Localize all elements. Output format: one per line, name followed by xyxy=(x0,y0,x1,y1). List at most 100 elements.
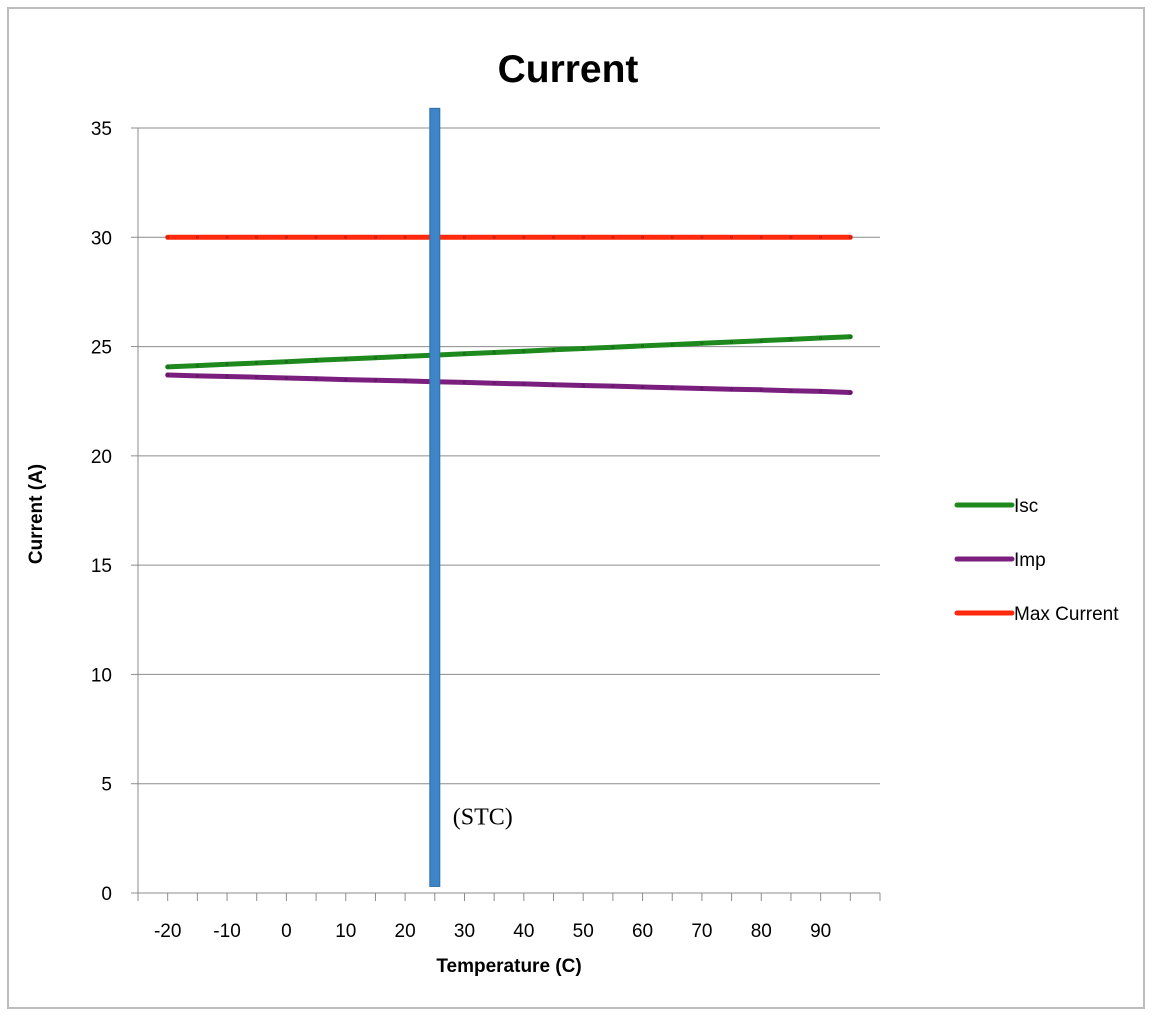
series-0-point-22 xyxy=(819,336,823,340)
series-2-point-1 xyxy=(195,235,199,239)
series-1-point-5 xyxy=(314,377,318,381)
series-1-point-10 xyxy=(462,380,466,384)
legend-label-1: Imp xyxy=(1014,550,1046,571)
series-0-point-10 xyxy=(462,352,466,356)
x-tick-label-0: 0 xyxy=(281,921,292,942)
series-0-point-16 xyxy=(641,344,645,348)
series-1-point-1 xyxy=(195,374,199,378)
series-1-point-0 xyxy=(166,373,170,377)
series-1-point-23 xyxy=(848,390,852,394)
series-0-point-1 xyxy=(195,364,199,368)
x-tick-label-20: 20 xyxy=(395,921,416,942)
x-tick-label-80: 80 xyxy=(751,921,772,942)
series-0-point-3 xyxy=(255,361,259,365)
series-0-point-19 xyxy=(730,340,734,344)
y-tick-label-5: 5 xyxy=(101,775,112,796)
series-2-point-8 xyxy=(403,235,407,239)
x-tick-label--20: -20 xyxy=(154,921,181,942)
series-0-point-12 xyxy=(522,349,526,353)
series-1-point-3 xyxy=(255,375,259,379)
series-2-point-3 xyxy=(255,235,259,239)
series-1-point-21 xyxy=(789,389,793,393)
y-tick-label-25: 25 xyxy=(91,338,112,359)
series-0-point-15 xyxy=(611,345,615,349)
series-0-point-6 xyxy=(344,357,348,361)
series-0-point-2 xyxy=(225,362,229,366)
x-tick-label-10: 10 xyxy=(335,921,356,942)
series-0-point-23 xyxy=(848,335,852,339)
x-tick-label-90: 90 xyxy=(810,921,831,942)
x-tick-label-60: 60 xyxy=(632,921,653,942)
series-2-point-13 xyxy=(552,235,556,239)
series-2-point-11 xyxy=(492,235,496,239)
series-1-point-6 xyxy=(344,378,348,382)
series-2-point-18 xyxy=(700,235,704,239)
series-2-point-6 xyxy=(344,235,348,239)
legend-label-2: Max Current xyxy=(1014,604,1119,625)
series-2-point-20 xyxy=(759,235,763,239)
series-group: (STC) xyxy=(165,107,853,887)
x-tick-label-50: 50 xyxy=(573,921,594,942)
gridlines xyxy=(138,127,880,785)
x-tick-label-70: 70 xyxy=(691,921,712,942)
series-0-point-14 xyxy=(581,347,585,351)
series-1-point-19 xyxy=(730,387,734,391)
series-1-point-12 xyxy=(522,382,526,386)
series-1-point-14 xyxy=(581,383,585,387)
series-1-point-7 xyxy=(373,378,377,382)
series-1-point-13 xyxy=(552,383,556,387)
series-1-point-8 xyxy=(403,379,407,383)
series-0-point-7 xyxy=(373,356,377,360)
series-0-point-21 xyxy=(789,337,793,341)
legend: Isc Imp Max Current xyxy=(954,496,1119,625)
chart-title: Current xyxy=(498,48,639,91)
series-1-point-20 xyxy=(759,388,763,392)
x-axis-title: Temperature (C) xyxy=(436,956,581,977)
series-1-point-17 xyxy=(670,386,674,390)
y-axis-title: Current (A) xyxy=(26,464,47,564)
series-2-point-17 xyxy=(670,235,674,239)
series-0-point-5 xyxy=(314,358,318,362)
y-tick-label-10: 10 xyxy=(91,665,112,686)
series-0-point-4 xyxy=(284,360,288,364)
series-0-point-0 xyxy=(166,365,170,369)
series-2-point-15 xyxy=(611,235,615,239)
series-2-point-22 xyxy=(819,235,823,239)
series-2-point-5 xyxy=(314,235,318,239)
y-tick-label-20: 20 xyxy=(91,447,112,468)
x-tick-label-40: 40 xyxy=(513,921,534,942)
y-tick-label-35: 35 xyxy=(91,119,112,140)
series-1-point-18 xyxy=(700,387,704,391)
series-0-point-13 xyxy=(552,348,556,352)
series-2-point-16 xyxy=(641,235,645,239)
chart-frame xyxy=(7,7,1145,1009)
series-1-point-15 xyxy=(611,384,615,388)
series-2-point-12 xyxy=(522,235,526,239)
y-tick-label-0: 0 xyxy=(101,884,112,905)
series-2-point-2 xyxy=(225,235,229,239)
series-2-point-10 xyxy=(462,235,466,239)
series-0-point-8 xyxy=(403,354,407,358)
y-tick-label-15: 15 xyxy=(91,556,112,577)
series-0-point-18 xyxy=(700,341,704,345)
series-2-point-0 xyxy=(166,235,170,239)
series-2-point-19 xyxy=(730,235,734,239)
series-1-point-2 xyxy=(225,375,229,379)
x-tick-label-30: 30 xyxy=(454,921,475,942)
series-0-point-11 xyxy=(492,350,496,354)
stc-reference-line xyxy=(429,107,441,887)
stc-annotation: (STC) xyxy=(453,805,513,831)
series-1-point-22 xyxy=(819,389,823,393)
series-2-point-7 xyxy=(373,235,377,239)
x-tick-label--10: -10 xyxy=(213,921,240,942)
series-1-point-4 xyxy=(284,376,288,380)
series-2-point-14 xyxy=(581,235,585,239)
legend-label-0: Isc xyxy=(1014,496,1038,517)
series-2-point-21 xyxy=(789,235,793,239)
series-0-point-17 xyxy=(670,343,674,347)
series-2-point-4 xyxy=(284,235,288,239)
series-1-point-16 xyxy=(641,385,645,389)
series-2-point-23 xyxy=(848,235,852,239)
y-tick-label-30: 30 xyxy=(91,228,112,249)
